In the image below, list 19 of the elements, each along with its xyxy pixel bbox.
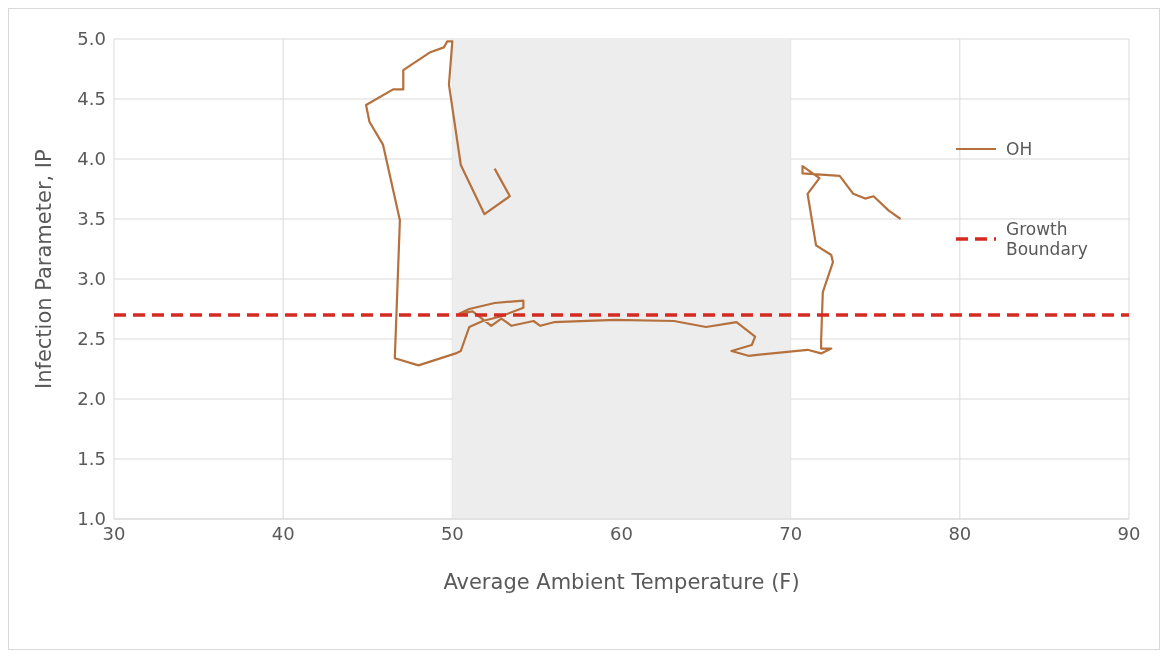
y-tick-label: 3.0 [77,268,106,290]
line-series [364,40,902,367]
y-tick-label: 4.5 [77,88,106,110]
y-tick-label: 2.0 [77,388,106,410]
x-axis-title: Average Ambient Temperature (F) [443,570,800,594]
legend-label: OH [1006,139,1033,159]
y-axis-title: Infection Parameter, IP [32,149,57,389]
x-tick-label: 90 [1117,522,1141,544]
x-tick-label: 60 [610,522,633,544]
x-tick-label: 50 [440,522,464,544]
x-tick-label: 80 [948,522,972,544]
y-tick-label: 5.0 [77,28,106,50]
x-tick-label: 40 [271,522,295,544]
y-tick-label: 4.0 [77,148,106,170]
y-tick-label: 1.5 [77,448,106,470]
y-tick-label: 3.5 [77,208,106,230]
y-tick-label: 2.5 [77,328,106,350]
x-tick-label: 70 [779,522,803,544]
legend-label: Growth Boundary [1006,219,1089,259]
